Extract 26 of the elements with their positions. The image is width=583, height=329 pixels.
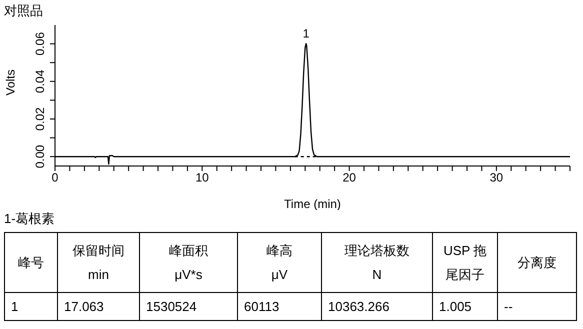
x-tick-label: 20 <box>342 170 356 185</box>
annotation: 1 <box>302 26 310 41</box>
x-tick-label: 10 <box>195 170 210 185</box>
text: -- <box>498 292 576 320</box>
text: 分离度 <box>498 232 576 292</box>
text: 17.063 <box>58 292 140 320</box>
text: 1530524 <box>140 292 238 320</box>
y-tick-label: 0.04 <box>33 69 47 94</box>
y-tick-label: 0.06 <box>33 32 47 56</box>
text: 峰号 <box>4 232 58 292</box>
text: USP 拖尾因子 <box>432 232 498 292</box>
y-tick-label: 0.02 <box>33 107 47 131</box>
y-tick-label: 0.00 <box>33 144 47 168</box>
y-axis-title: Volts <box>3 69 18 96</box>
text: 1-葛根素 <box>4 210 55 228</box>
text: 10363.266 <box>322 292 432 320</box>
text: 峰面积 μV*s <box>140 232 238 292</box>
text: 60113 <box>238 292 322 320</box>
text: 保留时间 min <box>58 232 140 292</box>
chart-title: 对照品 <box>4 2 43 20</box>
x-tick-label: 30 <box>490 170 504 185</box>
text: 峰高 μV <box>238 232 322 292</box>
x-tick-label: 0 <box>52 170 59 185</box>
text: 1.005 <box>432 292 498 320</box>
text: 1 <box>4 292 58 320</box>
text: 理论塔板数 N <box>322 232 432 292</box>
